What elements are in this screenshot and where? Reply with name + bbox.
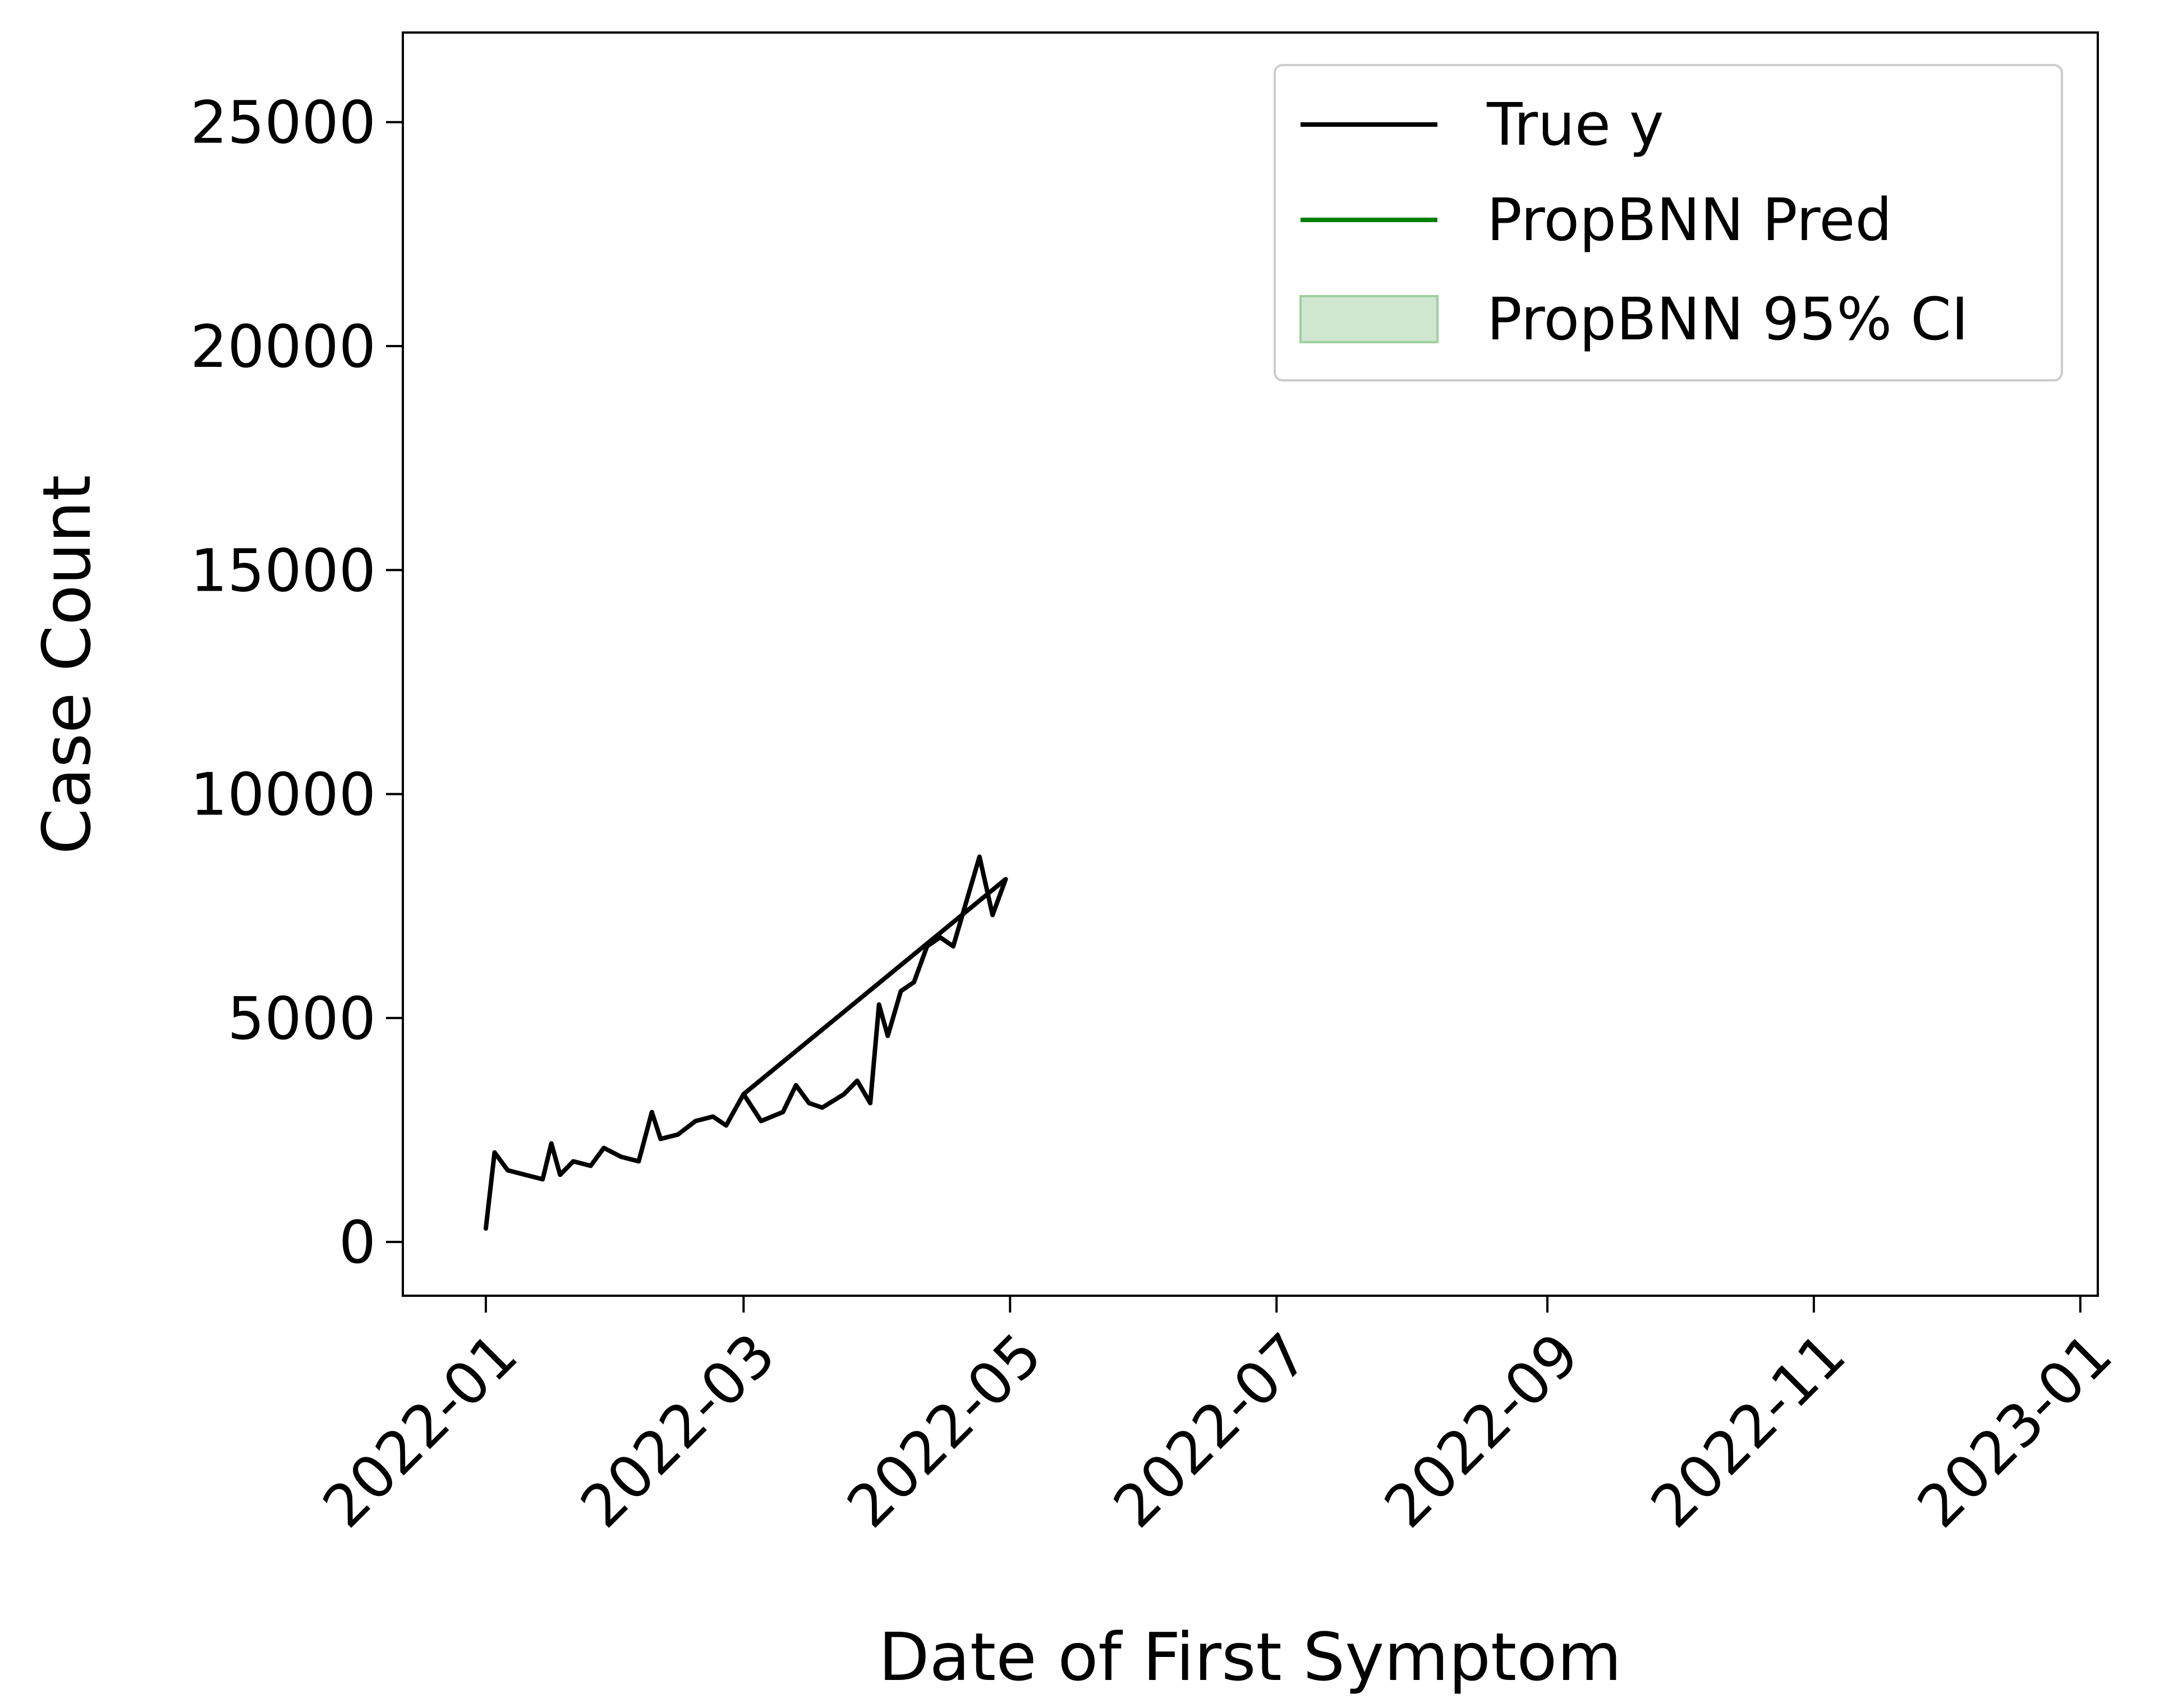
legend: True y PropBNN Pred PropBNN 95% CI [1274, 64, 2063, 381]
y-axis-label: Case Count [28, 475, 105, 855]
x-tick-label: 2022-03 [567, 1320, 788, 1541]
x-tick-label: 2022-09 [1371, 1320, 1592, 1541]
plot-frame [402, 31, 2099, 1297]
x-tick-label: 2022-05 [834, 1320, 1055, 1541]
y-tick-label: 10000 [190, 761, 376, 829]
series-layer [483, 854, 1008, 1231]
y-axis: 0 5000 10000 15000 20000 25000 [190, 89, 403, 1277]
legend-label-propbnn-pred: PropBNN Pred [1487, 186, 1892, 254]
x-axis: 2022-01 2022-03 2022-05 2022-07 2022-09 2022-… [310, 1296, 2125, 1541]
y-tick-label: 25000 [190, 89, 376, 157]
legend-frame [1274, 64, 2063, 381]
x-tick-label: 2022-11 [1638, 1320, 1859, 1541]
series-line-true-y [483, 854, 1008, 1231]
x-tick-label: 2022-07 [1100, 1320, 1321, 1541]
y-tick-label: 0 [339, 1208, 376, 1277]
legend-label-propbnn-ci: PropBNN 95% CI [1487, 285, 1969, 353]
x-tick-label: 2022-01 [310, 1320, 531, 1541]
x-axis-label: Date of First Symptom [879, 1618, 1622, 1696]
y-tick-label: 15000 [190, 536, 376, 605]
legend-swatch-propbnn-ci [1299, 295, 1439, 343]
y-tick-label: 5000 [227, 984, 376, 1053]
x-tick-label: 2023-01 [1904, 1320, 2125, 1541]
legend-label-true-y: True y [1486, 90, 1664, 159]
y-tick-label: 20000 [190, 312, 376, 381]
